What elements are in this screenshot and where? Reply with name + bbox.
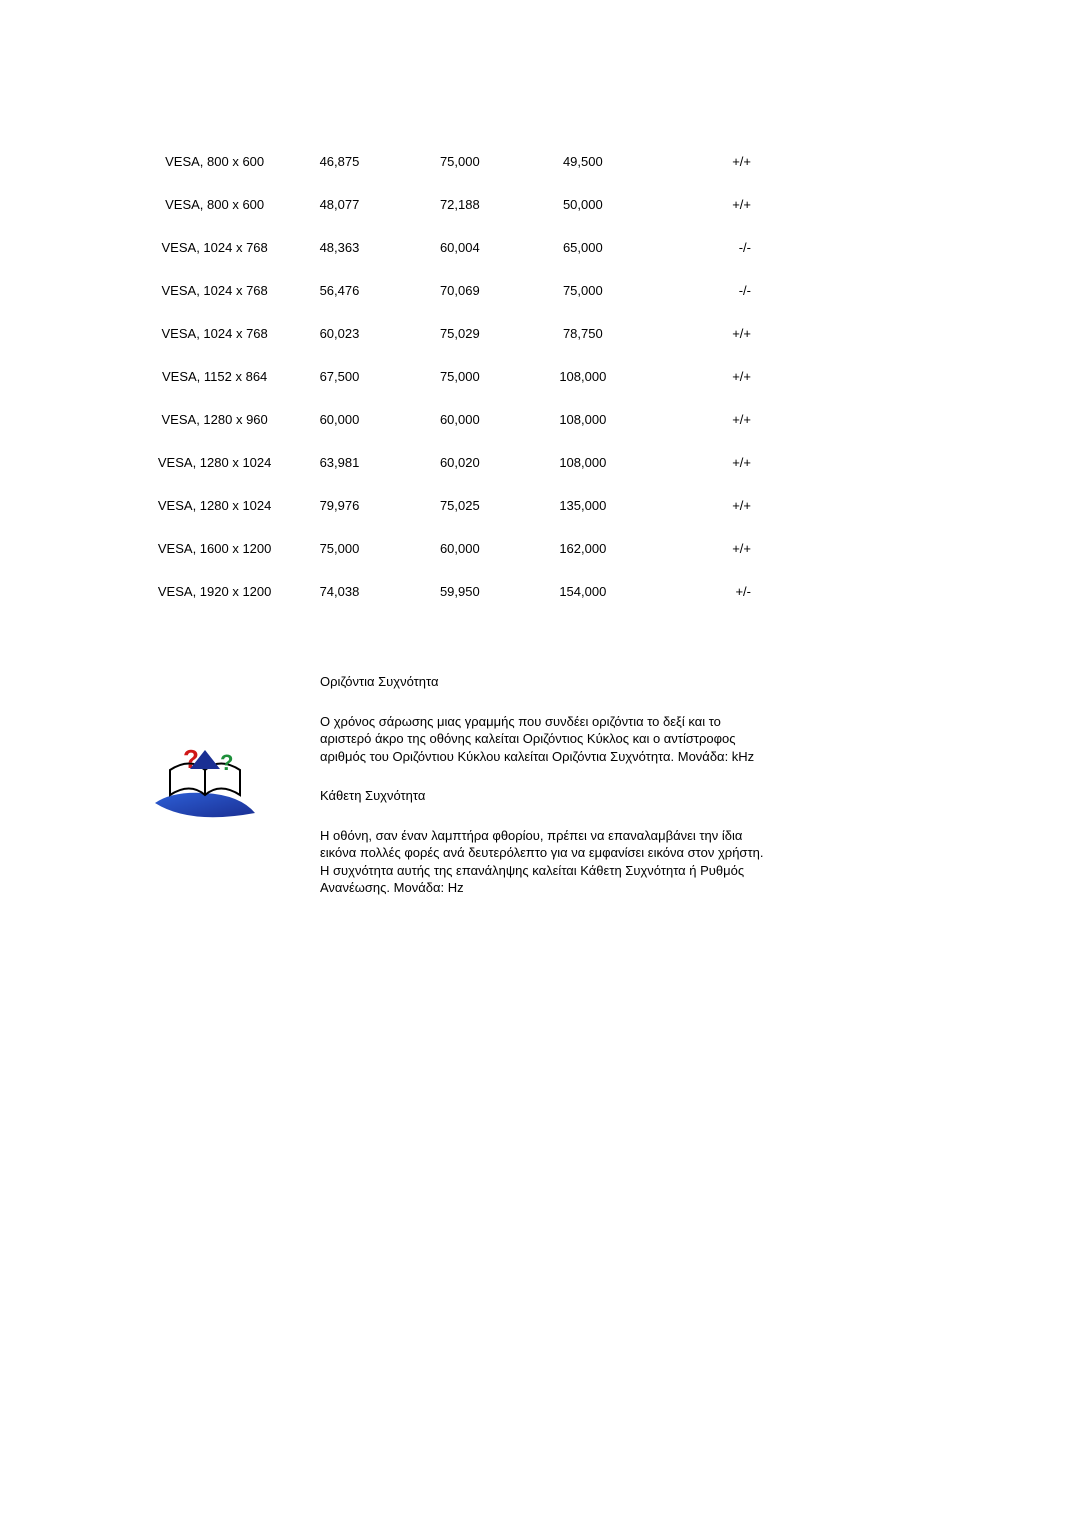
cell-value: 75,000	[279, 527, 399, 570]
cell-value: 108,000	[520, 355, 646, 398]
cell-value: +/+	[646, 527, 755, 570]
table-row: VESA, 1024 x 768 56,476 70,069 75,000 -/…	[150, 269, 755, 312]
cell-mode: VESA, 800 x 600	[150, 183, 279, 226]
page: VESA, 800 x 600 46,875 75,000 49,500 +/+…	[0, 0, 1080, 1528]
cell-value: 75,029	[400, 312, 520, 355]
cell-value: 50,000	[520, 183, 646, 226]
info-block: ? ? Οριζόντια Συχνότητα Ο χρόνος σάρωσης…	[150, 673, 775, 919]
cell-mode: VESA, 1920 x 1200	[150, 570, 279, 613]
cell-value: +/+	[646, 441, 755, 484]
cell-value: 72,188	[400, 183, 520, 226]
cell-value: 75,000	[520, 269, 646, 312]
cell-mode: VESA, 1280 x 1024	[150, 441, 279, 484]
table-row: VESA, 1280 x 960 60,000 60,000 108,000 +…	[150, 398, 755, 441]
cell-value: +/+	[646, 398, 755, 441]
info-para-1: Ο χρόνος σάρωσης μιας γραμμής που συνδέε…	[320, 713, 775, 766]
cell-value: 46,875	[279, 140, 399, 183]
table-row: VESA, 1024 x 768 60,023 75,029 78,750 +/…	[150, 312, 755, 355]
cell-value: -/-	[646, 226, 755, 269]
timing-modes-table: VESA, 800 x 600 46,875 75,000 49,500 +/+…	[150, 140, 755, 613]
cell-value: 75,025	[400, 484, 520, 527]
cell-value: 108,000	[520, 398, 646, 441]
svg-text:?: ?	[220, 750, 233, 775]
cell-value: +/+	[646, 355, 755, 398]
cell-value: +/+	[646, 484, 755, 527]
cell-value: 59,950	[400, 570, 520, 613]
cell-value: 79,976	[279, 484, 399, 527]
cell-value: 67,500	[279, 355, 399, 398]
cell-value: 75,000	[400, 140, 520, 183]
cell-value: +/-	[646, 570, 755, 613]
cell-value: 65,000	[520, 226, 646, 269]
cell-value: 154,000	[520, 570, 646, 613]
cell-value: 162,000	[520, 527, 646, 570]
cell-value: 74,038	[279, 570, 399, 613]
cell-value: 135,000	[520, 484, 646, 527]
cell-value: 70,069	[400, 269, 520, 312]
table-row: VESA, 800 x 600 48,077 72,188 50,000 +/+	[150, 183, 755, 226]
cell-value: 48,363	[279, 226, 399, 269]
info-text: Οριζόντια Συχνότητα Ο χρόνος σάρωσης μια…	[320, 673, 775, 919]
table-row: VESA, 1600 x 1200 75,000 60,000 162,000 …	[150, 527, 755, 570]
cell-value: 60,023	[279, 312, 399, 355]
cell-value: 49,500	[520, 140, 646, 183]
table-row: VESA, 1024 x 768 48,363 60,004 65,000 -/…	[150, 226, 755, 269]
cell-value: 78,750	[520, 312, 646, 355]
cell-value: 48,077	[279, 183, 399, 226]
book-icon: ? ?	[150, 673, 320, 830]
table-row: VESA, 1280 x 1024 63,981 60,020 108,000 …	[150, 441, 755, 484]
cell-mode: VESA, 1280 x 1024	[150, 484, 279, 527]
cell-mode: VESA, 1024 x 768	[150, 226, 279, 269]
timing-modes-tbody: VESA, 800 x 600 46,875 75,000 49,500 +/+…	[150, 140, 755, 613]
cell-mode: VESA, 1024 x 768	[150, 269, 279, 312]
cell-mode: VESA, 1600 x 1200	[150, 527, 279, 570]
info-para-2: Η οθόνη, σαν έναν λαμπτήρα φθορίου, πρέπ…	[320, 827, 775, 897]
cell-mode: VESA, 1152 x 864	[150, 355, 279, 398]
cell-value: 60,000	[400, 527, 520, 570]
cell-value: -/-	[646, 269, 755, 312]
table-row: VESA, 800 x 600 46,875 75,000 49,500 +/+	[150, 140, 755, 183]
cell-value: 60,000	[400, 398, 520, 441]
info-heading-1: Οριζόντια Συχνότητα	[320, 673, 775, 691]
table-row: VESA, 1920 x 1200 74,038 59,950 154,000 …	[150, 570, 755, 613]
cell-mode: VESA, 1280 x 960	[150, 398, 279, 441]
cell-mode: VESA, 1024 x 768	[150, 312, 279, 355]
cell-mode: VESA, 800 x 600	[150, 140, 279, 183]
cell-value: 60,020	[400, 441, 520, 484]
table-row: VESA, 1280 x 1024 79,976 75,025 135,000 …	[150, 484, 755, 527]
cell-value: +/+	[646, 183, 755, 226]
cell-value: +/+	[646, 140, 755, 183]
cell-value: 63,981	[279, 441, 399, 484]
table-row: VESA, 1152 x 864 67,500 75,000 108,000 +…	[150, 355, 755, 398]
cell-value: 108,000	[520, 441, 646, 484]
svg-text:?: ?	[183, 744, 199, 774]
cell-value: 60,004	[400, 226, 520, 269]
info-heading-2: Κάθετη Συχνότητα	[320, 787, 775, 805]
cell-value: +/+	[646, 312, 755, 355]
cell-value: 75,000	[400, 355, 520, 398]
cell-value: 56,476	[279, 269, 399, 312]
cell-value: 60,000	[279, 398, 399, 441]
